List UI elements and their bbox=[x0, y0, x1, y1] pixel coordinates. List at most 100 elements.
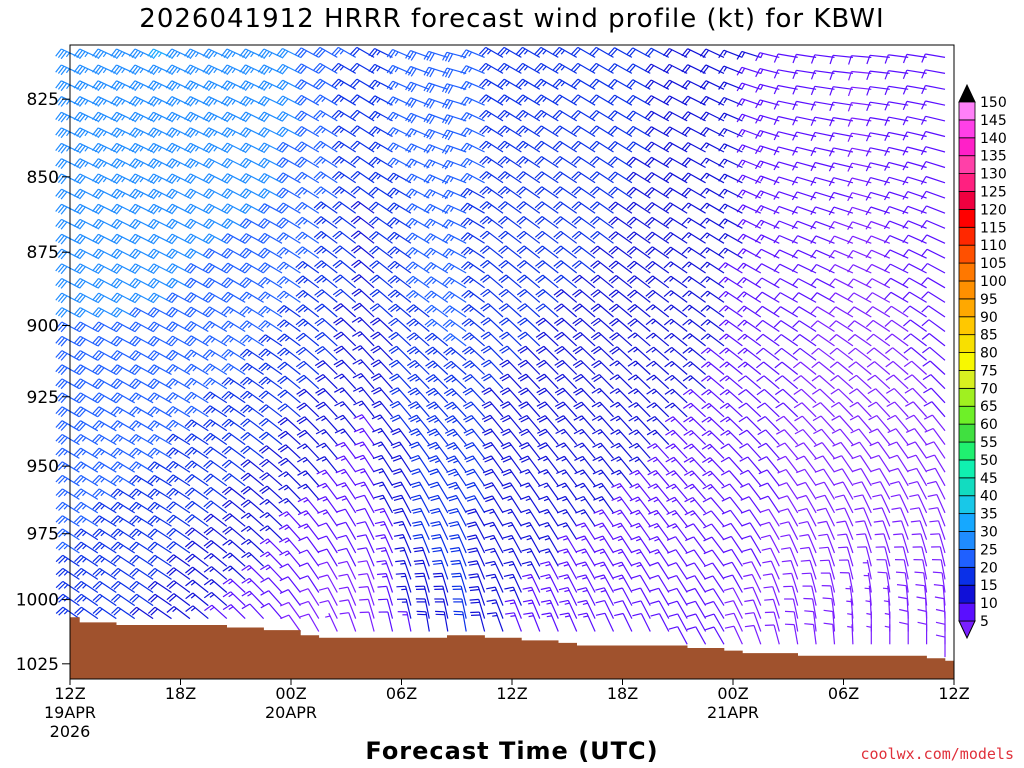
wind-barb bbox=[376, 560, 394, 580]
wind-barb bbox=[92, 567, 117, 580]
wind-barb bbox=[552, 186, 578, 199]
wind-barb bbox=[294, 47, 320, 59]
wind-barb bbox=[147, 406, 172, 418]
wind-barb bbox=[433, 585, 449, 606]
wind-barb bbox=[165, 335, 191, 347]
wind-barb bbox=[907, 467, 928, 487]
wind-barb bbox=[165, 233, 191, 245]
wind-barb bbox=[517, 303, 541, 318]
wind-barb bbox=[297, 483, 320, 500]
colorbar-top-arrow bbox=[958, 83, 976, 103]
wind-barb bbox=[239, 127, 264, 138]
wind-barb bbox=[720, 429, 743, 446]
wind-barb bbox=[259, 498, 283, 514]
wind-barb bbox=[592, 428, 614, 445]
wind-barb bbox=[869, 454, 891, 473]
wind-barb bbox=[720, 443, 743, 459]
wind-barb bbox=[319, 600, 338, 619]
wind-barb bbox=[184, 233, 209, 245]
wind-barb bbox=[147, 501, 172, 514]
wind-barb bbox=[829, 86, 853, 96]
colorbar-label: 30 bbox=[980, 525, 998, 541]
wind-barb bbox=[240, 472, 264, 487]
wind-barb bbox=[73, 350, 99, 361]
wind-barb bbox=[742, 561, 762, 580]
wind-barb bbox=[239, 95, 264, 107]
wind-barb bbox=[147, 64, 172, 76]
wind-barb bbox=[665, 470, 688, 487]
wind-barb bbox=[222, 604, 246, 620]
wind-barb bbox=[430, 534, 449, 554]
wind-barb bbox=[810, 235, 835, 244]
wind-barb bbox=[718, 173, 743, 184]
wind-barb bbox=[239, 305, 264, 318]
wind-barb bbox=[129, 501, 154, 514]
wind-barb bbox=[719, 347, 743, 361]
wind-barb bbox=[608, 260, 633, 274]
wind-barb bbox=[92, 48, 117, 60]
wind-barb bbox=[299, 600, 320, 619]
wind-barb bbox=[571, 140, 596, 153]
wind-barb bbox=[463, 441, 486, 459]
wind-barb bbox=[276, 276, 301, 289]
wind-barb bbox=[758, 482, 780, 500]
wind-barb bbox=[376, 573, 394, 593]
wind-barb bbox=[724, 625, 743, 645]
wind-barb bbox=[865, 598, 872, 619]
wind-barb bbox=[316, 456, 338, 473]
wind-barb bbox=[335, 455, 357, 473]
credit-link[interactable]: coolwx.com/models bbox=[860, 745, 1014, 763]
wind-barb bbox=[203, 500, 228, 514]
wind-barb bbox=[773, 161, 798, 171]
wind-barb bbox=[631, 587, 651, 606]
wind-barb bbox=[278, 484, 301, 500]
wind-barb bbox=[699, 157, 725, 169]
wind-barb bbox=[683, 456, 707, 473]
wind-barb bbox=[374, 507, 394, 527]
wind-barb bbox=[574, 495, 596, 514]
wind-barb bbox=[810, 54, 835, 64]
wind-barb bbox=[92, 111, 117, 123]
wind-barb bbox=[386, 96, 412, 106]
wind-barb bbox=[847, 306, 872, 318]
wind-barb bbox=[110, 501, 136, 514]
colorbar-label: 55 bbox=[980, 435, 998, 451]
wind-barb bbox=[259, 564, 283, 580]
wind-barb bbox=[447, 508, 467, 527]
wind-barb bbox=[369, 274, 393, 289]
wind-barb bbox=[926, 480, 946, 500]
wind-barb bbox=[165, 248, 191, 260]
wind-barb bbox=[405, 188, 430, 199]
wind-barb bbox=[574, 469, 596, 487]
wind-barb bbox=[589, 186, 614, 199]
wind-barb bbox=[470, 611, 486, 632]
wind-barb bbox=[920, 219, 946, 229]
wind-barb bbox=[645, 304, 670, 318]
wind-barb bbox=[359, 611, 375, 632]
wind-barb bbox=[629, 483, 651, 500]
wind-barb bbox=[110, 307, 135, 318]
wind-barb bbox=[426, 401, 449, 418]
wind-barb bbox=[318, 561, 338, 580]
wind-barb bbox=[203, 473, 228, 487]
wind-barb bbox=[649, 561, 670, 580]
wind-barb bbox=[405, 246, 430, 259]
wind-barb bbox=[554, 401, 578, 418]
wind-barb bbox=[350, 46, 375, 58]
wind-barb bbox=[479, 109, 504, 122]
wind-barb bbox=[441, 83, 467, 94]
wind-barb bbox=[315, 415, 338, 432]
wind-barb bbox=[866, 361, 891, 375]
wind-barb bbox=[575, 535, 596, 554]
wind-barb bbox=[202, 203, 228, 215]
colorbar-swatch bbox=[958, 191, 976, 210]
wind-barb bbox=[720, 470, 743, 487]
wind-barb bbox=[737, 319, 762, 332]
wind-barb bbox=[276, 305, 301, 318]
wind-barb bbox=[110, 127, 135, 139]
wind-barb bbox=[277, 444, 301, 459]
wind-barb bbox=[165, 321, 191, 333]
wind-barb bbox=[147, 335, 172, 347]
wind-barb bbox=[776, 429, 799, 445]
wind-barb bbox=[128, 142, 154, 154]
